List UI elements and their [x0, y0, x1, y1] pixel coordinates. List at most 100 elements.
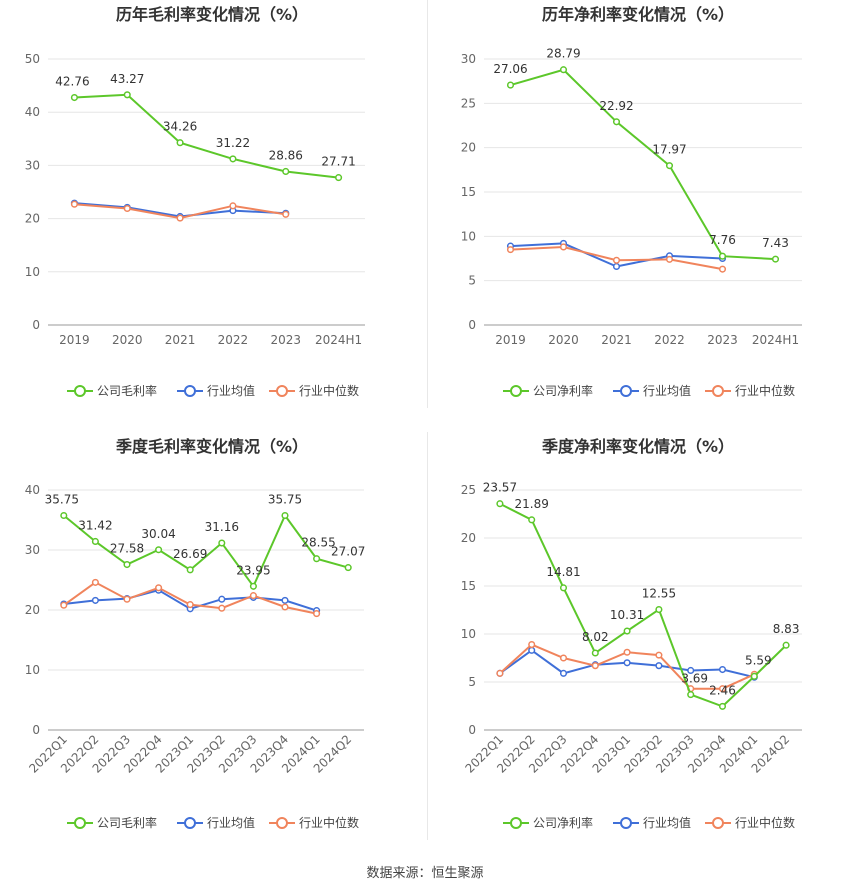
y-tick-label: 0 [32, 318, 40, 332]
data-point [176, 139, 184, 147]
chart-quarterly-gross-margin: 季度毛利率变化情况（%）0102030402022Q12022Q22022Q32… [25, 437, 366, 830]
data-point [70, 93, 78, 102]
data-point [218, 604, 226, 612]
data-label: 42.76 [55, 75, 89, 89]
data-point [335, 174, 343, 182]
data-point [123, 91, 131, 99]
data-label: 7.76 [709, 233, 736, 247]
data-label: 34.26 [163, 120, 197, 134]
data-label: 23.95 [236, 563, 270, 577]
data-point [60, 601, 68, 609]
legend-label: 行业均值 [643, 383, 691, 398]
data-point [91, 537, 99, 546]
data-label: 26.69 [173, 547, 207, 561]
data-point [591, 662, 599, 670]
y-tick-label: 10 [25, 663, 40, 677]
data-point [623, 648, 631, 656]
data-point [559, 66, 568, 74]
data-label: 28.86 [269, 148, 303, 162]
data-point [123, 595, 131, 603]
data-point [655, 651, 663, 659]
data-point [612, 262, 621, 271]
data-label: 22.92 [599, 99, 633, 113]
data-point [655, 662, 663, 670]
legend-marker [712, 385, 724, 397]
data-point [282, 167, 290, 176]
y-tick-label: 0 [468, 723, 476, 737]
data-point [186, 601, 194, 609]
data-point [771, 255, 780, 263]
y-tick-label: 15 [461, 185, 476, 199]
chart-quarterly-net-margin: 季度净利率变化情况（%）05101520252022Q12022Q22022Q3… [461, 437, 802, 830]
legend-label: 行业中位数 [299, 383, 359, 398]
x-tick-label: 2023 [270, 333, 301, 347]
data-point [281, 603, 289, 611]
legend-label: 行业中位数 [735, 815, 795, 830]
y-tick-label: 15 [461, 579, 476, 593]
x-tick-label: 2019 [59, 333, 90, 347]
y-tick-label: 20 [25, 212, 40, 226]
data-label: 27.07 [331, 545, 365, 559]
y-tick-label: 20 [25, 603, 40, 617]
x-tick-label: 2020 [112, 333, 143, 347]
data-point [718, 265, 727, 273]
chart-annual-gross-margin: 历年毛利率变化情况（%） 0 10 20 30 40 50 2019 2020 2021 2022 2… [25, 5, 365, 398]
data-label: 27.58 [110, 542, 144, 556]
data-label: 14.81 [546, 565, 580, 579]
y-tick-label: 10 [25, 265, 40, 279]
y-tick-label: 30 [25, 543, 40, 557]
data-point [623, 659, 631, 667]
legend-marker [712, 817, 724, 829]
data-point [528, 641, 536, 649]
y-tick-label: 0 [32, 723, 40, 737]
legend-marker [276, 817, 288, 829]
data-point [665, 162, 674, 170]
y-tick-label: 25 [461, 96, 476, 110]
data-label: 10.31 [610, 608, 644, 622]
data-point [718, 685, 727, 693]
data-point [282, 210, 290, 218]
data-point [591, 649, 599, 657]
legend-label: 公司毛利率 [97, 815, 157, 830]
data-label: 23.57 [483, 481, 517, 495]
x-tick-label: 2019 [495, 333, 526, 347]
divider-vertical-bottom [427, 432, 428, 840]
data-point [655, 605, 663, 614]
data-point [506, 246, 515, 254]
data-point [782, 641, 790, 649]
data-label: 7.43 [762, 236, 789, 250]
chart-annual-net-margin: 历年净利率变化情况（%） 0 5 10 15 20 25 30 2019 2020 2021 2022… [461, 5, 802, 398]
legend-marker [74, 817, 86, 829]
data-point [249, 592, 257, 600]
data-point [123, 204, 131, 213]
data-point [687, 666, 695, 675]
data-point [229, 155, 237, 163]
legend-label: 行业中位数 [299, 815, 359, 830]
series-line [74, 93, 339, 179]
y-tick-label: 30 [25, 158, 40, 172]
y-tick-label: 0 [468, 318, 476, 332]
y-tick-label: 5 [468, 675, 476, 689]
source-note: 数据来源：恒生聚源 [366, 866, 484, 881]
y-tick-label: 50 [25, 52, 40, 66]
data-point [70, 200, 78, 208]
data-point [155, 584, 163, 592]
data-point [496, 500, 504, 508]
x-tick-label: 2024H1 [752, 333, 799, 347]
data-label: 3.69 [681, 672, 708, 686]
x-tick-label: 2022 [654, 333, 685, 347]
data-point [344, 564, 352, 572]
data-label: 21.89 [515, 497, 549, 511]
data-point [91, 596, 99, 604]
legend-label: 公司净利率 [533, 815, 593, 830]
legend-label: 行业均值 [207, 383, 255, 398]
data-label: 35.75 [45, 493, 79, 507]
legend-marker [620, 817, 632, 829]
data-point [718, 665, 727, 674]
y-tick-label: 10 [461, 229, 476, 243]
chart-title: 季度净利率变化情况（%） [541, 437, 734, 456]
data-label: 31.42 [78, 518, 112, 532]
data-label: 8.02 [582, 630, 609, 644]
legend-label: 行业均值 [643, 815, 691, 830]
data-point [281, 511, 289, 520]
